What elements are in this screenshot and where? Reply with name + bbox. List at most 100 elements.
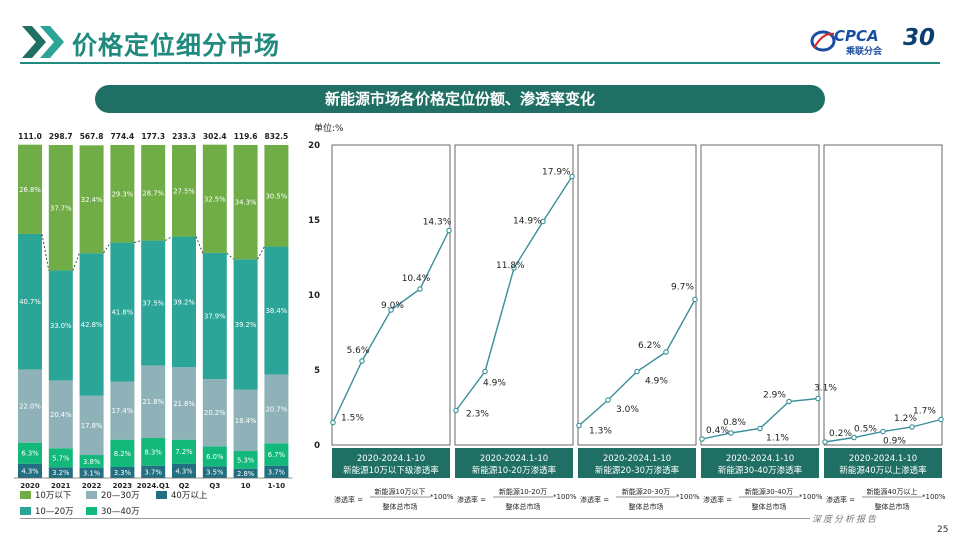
data-label: 3.0% xyxy=(616,405,639,415)
bar-segment-label: 3.5% xyxy=(206,469,224,477)
panel-caption-years: 2020-2024.1-10 xyxy=(357,454,425,464)
data-label: 0.2% xyxy=(829,429,852,439)
legend-label: 20—30万 xyxy=(101,491,140,501)
bar-segment-label: 8.2% xyxy=(114,450,132,458)
formula-suffix: *100% xyxy=(922,493,946,501)
bar-segment-b30_40 xyxy=(172,439,196,464)
data-label: 1.3% xyxy=(589,427,612,437)
price-segment-share-chart: 111.0 298.7 567.8 774.4 177.3 233.3 302.4 119.6… xyxy=(14,132,293,517)
bar-segment-label: 34.3% xyxy=(235,199,257,207)
data-label: 3.1% xyxy=(814,384,837,394)
panel-caption-title: 新能源10万以下级渗透率 xyxy=(343,465,439,476)
formula-denominator: 整体总市场 xyxy=(875,502,910,511)
unit-label: 单位:% xyxy=(314,124,344,134)
bar-total-label: 298.7 xyxy=(49,132,73,141)
formula-numerator: 新能源20-30万 xyxy=(622,487,670,496)
bar-segment-label: 4.3% xyxy=(175,467,193,475)
x-tick-label: 1-10 xyxy=(268,482,286,490)
data-label: 10.4% xyxy=(402,274,431,284)
data-point xyxy=(446,227,452,234)
bar-segment-label: 20.7% xyxy=(266,405,288,413)
data-point xyxy=(699,436,705,442)
panel-caption-title: 新能源30-40万渗透率 xyxy=(718,465,803,476)
formula-suffix: *100% xyxy=(553,493,577,501)
bar-segment-gt40 xyxy=(18,463,42,478)
bar-total-label: 302.4 xyxy=(203,132,227,141)
panel-frame xyxy=(577,144,697,446)
data-point xyxy=(692,296,698,303)
bar-segment-b20_30 xyxy=(172,367,196,440)
data-point xyxy=(909,424,915,430)
data-point xyxy=(880,428,886,435)
data-point xyxy=(330,419,336,426)
bar-segment-gt40 xyxy=(172,463,196,478)
bar-connector xyxy=(257,246,265,260)
panel-caption-box xyxy=(455,448,573,478)
bar-segment-label: 41.8% xyxy=(112,309,134,317)
x-tick-label: 2023 xyxy=(113,482,133,490)
data-label: 14.9% xyxy=(513,217,542,227)
bar-segment-label: 37.9% xyxy=(204,312,226,320)
bar-segment-b10_20 xyxy=(233,259,258,390)
data-label: 9.7% xyxy=(671,283,694,293)
bar-segment-label: 33.0% xyxy=(50,322,72,330)
data-label: 5.6% xyxy=(347,346,370,356)
bar-segment-gt40 xyxy=(48,467,73,478)
bar-total-label: 567.8 xyxy=(80,132,104,141)
y-tick-label: 0 xyxy=(314,441,320,451)
logo-text: CPCA xyxy=(834,27,879,45)
data-label: 4.9% xyxy=(645,377,668,387)
bar-segment-b10_20 xyxy=(141,240,166,366)
data-point xyxy=(815,395,821,402)
header-chevron-icon xyxy=(22,26,64,58)
data-label: 1.5% xyxy=(341,414,364,424)
bar-segment-b20_30 xyxy=(264,374,289,444)
formula-numerator: 新能源10万以下 xyxy=(375,487,426,496)
bar-total-label: 832.5 xyxy=(265,132,289,141)
bar-segment-label: 29.3% xyxy=(112,190,134,198)
bar-segment-label: 4.3% xyxy=(21,467,39,475)
x-tick-label: 10 xyxy=(241,482,251,490)
footer-divider xyxy=(20,518,810,519)
data-point xyxy=(728,430,734,436)
bar-segment-label: 3.2% xyxy=(52,469,70,477)
bar-total-label: 233.3 xyxy=(172,132,196,141)
bar-segment-lt10 xyxy=(172,145,196,237)
formula-prefix: 渗透率 = xyxy=(703,495,732,504)
bar-segment-b10_20 xyxy=(172,236,196,368)
bar-segment-label: 18.4% xyxy=(235,417,257,425)
bar-segment-label: 17.4% xyxy=(112,407,134,415)
bar-segment-b20_30 xyxy=(202,379,227,447)
bar-segment-label: 21.8% xyxy=(173,400,195,408)
bar-segment-b30_40 xyxy=(233,451,258,469)
bar-segment-label: 37.5% xyxy=(142,300,164,308)
data-label: 2.9% xyxy=(763,391,786,401)
bar-segment-label: 8.3% xyxy=(145,448,163,456)
cpca-logo-icon xyxy=(810,30,836,52)
bar-segment-label: 3.8% xyxy=(83,458,101,466)
bar-segment-label: 37.7% xyxy=(50,204,72,212)
bar-segment-b10_20 xyxy=(79,253,104,396)
data-point xyxy=(453,407,459,414)
data-point xyxy=(540,218,546,225)
bar-total-label: 111.0 xyxy=(18,132,42,141)
bar-segment-label: 32.4% xyxy=(81,196,103,204)
panel-caption-years: 2020-2024.1-10 xyxy=(480,454,548,464)
formula-numerator: 新能源40万以上 xyxy=(867,487,918,496)
data-point xyxy=(663,349,669,355)
bar-segment-label: 6.0% xyxy=(206,453,224,461)
formula-suffix: *100% xyxy=(430,493,454,501)
bar-segment-gt40 xyxy=(202,466,227,478)
bar-segment-gt40 xyxy=(264,465,289,478)
data-label: 9.0% xyxy=(381,301,404,311)
x-tick-label: 2020 xyxy=(20,482,40,490)
bar-total-label: 774.4 xyxy=(111,132,135,141)
data-label: 14.3% xyxy=(423,218,452,228)
y-tick-label: 20 xyxy=(308,141,320,151)
panel-caption-box xyxy=(332,448,450,478)
bar-segment-label: 42.8% xyxy=(81,321,103,329)
bar-segment-lt10 xyxy=(18,144,42,234)
bar-segment-b30_40 xyxy=(79,455,104,468)
bar-connector xyxy=(103,242,111,254)
data-label: 2.3% xyxy=(466,410,489,420)
